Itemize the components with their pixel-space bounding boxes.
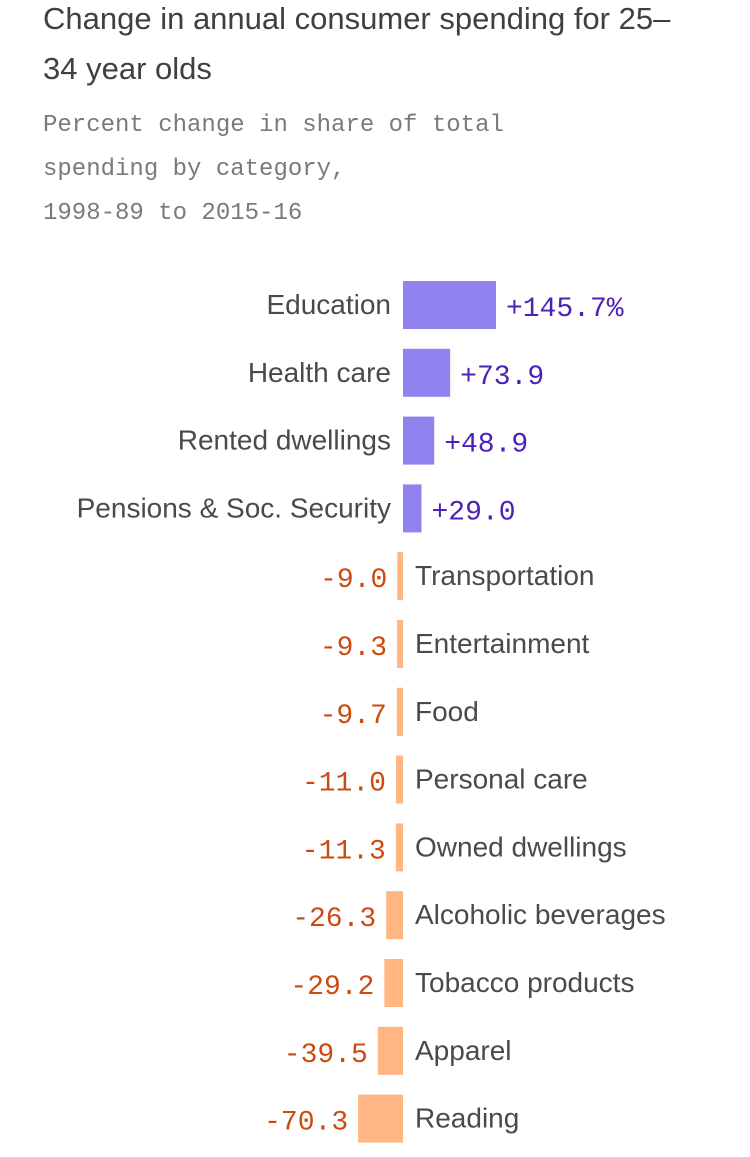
- bar-alcoholic-beverages: [386, 891, 403, 940]
- value-label-reading: -70.3: [264, 1108, 348, 1139]
- bar-row-pensions-and-soc-security: Pensions & Soc. Security +29.0: [77, 484, 516, 533]
- category-label-transportation: Transportation: [415, 560, 595, 591]
- chart-subtitle: Percent change in share of total spendin…: [43, 112, 504, 227]
- category-label-personal-care: Personal care: [415, 764, 588, 795]
- category-label-education: Education: [266, 289, 391, 320]
- bar-row-transportation: Transportation -9.0: [320, 552, 595, 601]
- bar-education: [403, 281, 496, 329]
- value-label-transportation: -9.0: [320, 565, 387, 596]
- bar-pensions-and-soc-security: [403, 484, 422, 533]
- value-label-health-care: +73.9: [460, 362, 544, 393]
- bar-owned-dwellings: [395, 823, 403, 872]
- bar-food: [396, 687, 403, 736]
- category-label-reading: Reading: [415, 1103, 519, 1134]
- value-label-rented-dwellings: +48.9: [444, 430, 528, 461]
- bar-row-entertainment: Entertainment -9.3: [320, 620, 590, 668]
- category-label-tobacco-products: Tobacco products: [415, 967, 634, 998]
- category-label-health-care: Health care: [248, 357, 391, 388]
- bar-row-alcoholic-beverages: Alcoholic beverages -26.3: [292, 891, 666, 940]
- bar-tobacco-products: [384, 959, 403, 1007]
- value-label-education: +145.7%: [506, 294, 624, 325]
- value-label-apparel: -39.5: [284, 1040, 368, 1071]
- value-label-personal-care: -11.0: [302, 769, 386, 800]
- value-label-tobacco-products: -29.2: [290, 972, 374, 1003]
- bar-apparel: [377, 1026, 403, 1075]
- value-label-owned-dwellings: -11.3: [302, 836, 386, 867]
- value-label-entertainment: -9.3: [320, 633, 387, 664]
- bar-row-food: Food -9.7: [320, 687, 479, 736]
- bar-row-tobacco-products: Tobacco products -29.2: [290, 959, 634, 1007]
- category-label-owned-dwellings: Owned dwellings: [415, 831, 627, 862]
- bar-row-rented-dwellings: Rented dwellings +48.9: [178, 416, 528, 465]
- chart-title: Change in annual consumer spending for 2…: [43, 1, 671, 86]
- bar-personal-care: [395, 755, 403, 804]
- bar-row-health-care: Health care +73.9: [248, 348, 544, 397]
- bar-row-personal-care: Personal care -11.0: [302, 755, 588, 804]
- category-label-alcoholic-beverages: Alcoholic beverages: [415, 899, 666, 930]
- bar-entertainment: [397, 620, 403, 668]
- bar-transportation: [397, 552, 403, 601]
- value-label-food: -9.7: [320, 701, 387, 732]
- category-label-entertainment: Entertainment: [415, 628, 590, 659]
- category-label-food: Food: [415, 696, 479, 727]
- bar-row-owned-dwellings: Owned dwellings -11.3: [302, 823, 627, 872]
- category-label-apparel: Apparel: [415, 1035, 512, 1066]
- bar-row-reading: Reading -70.3: [264, 1094, 519, 1143]
- bar-reading: [358, 1094, 403, 1143]
- value-label-alcoholic-beverages: -26.3: [292, 904, 376, 935]
- value-label-pensions-and-soc-security: +29.0: [432, 497, 516, 528]
- bar-rented-dwellings: [403, 416, 435, 465]
- category-label-rented-dwellings: Rented dwellings: [178, 425, 391, 456]
- category-label-pensions-and-soc-security: Pensions & Soc. Security: [77, 492, 391, 523]
- bar-row-education: Education +145.7%: [266, 281, 624, 329]
- bars-group: Education +145.7% Health care +73.9 Rented d…: [77, 281, 666, 1143]
- bar-health-care: [403, 348, 451, 397]
- bar-row-apparel: Apparel -39.5: [284, 1026, 512, 1075]
